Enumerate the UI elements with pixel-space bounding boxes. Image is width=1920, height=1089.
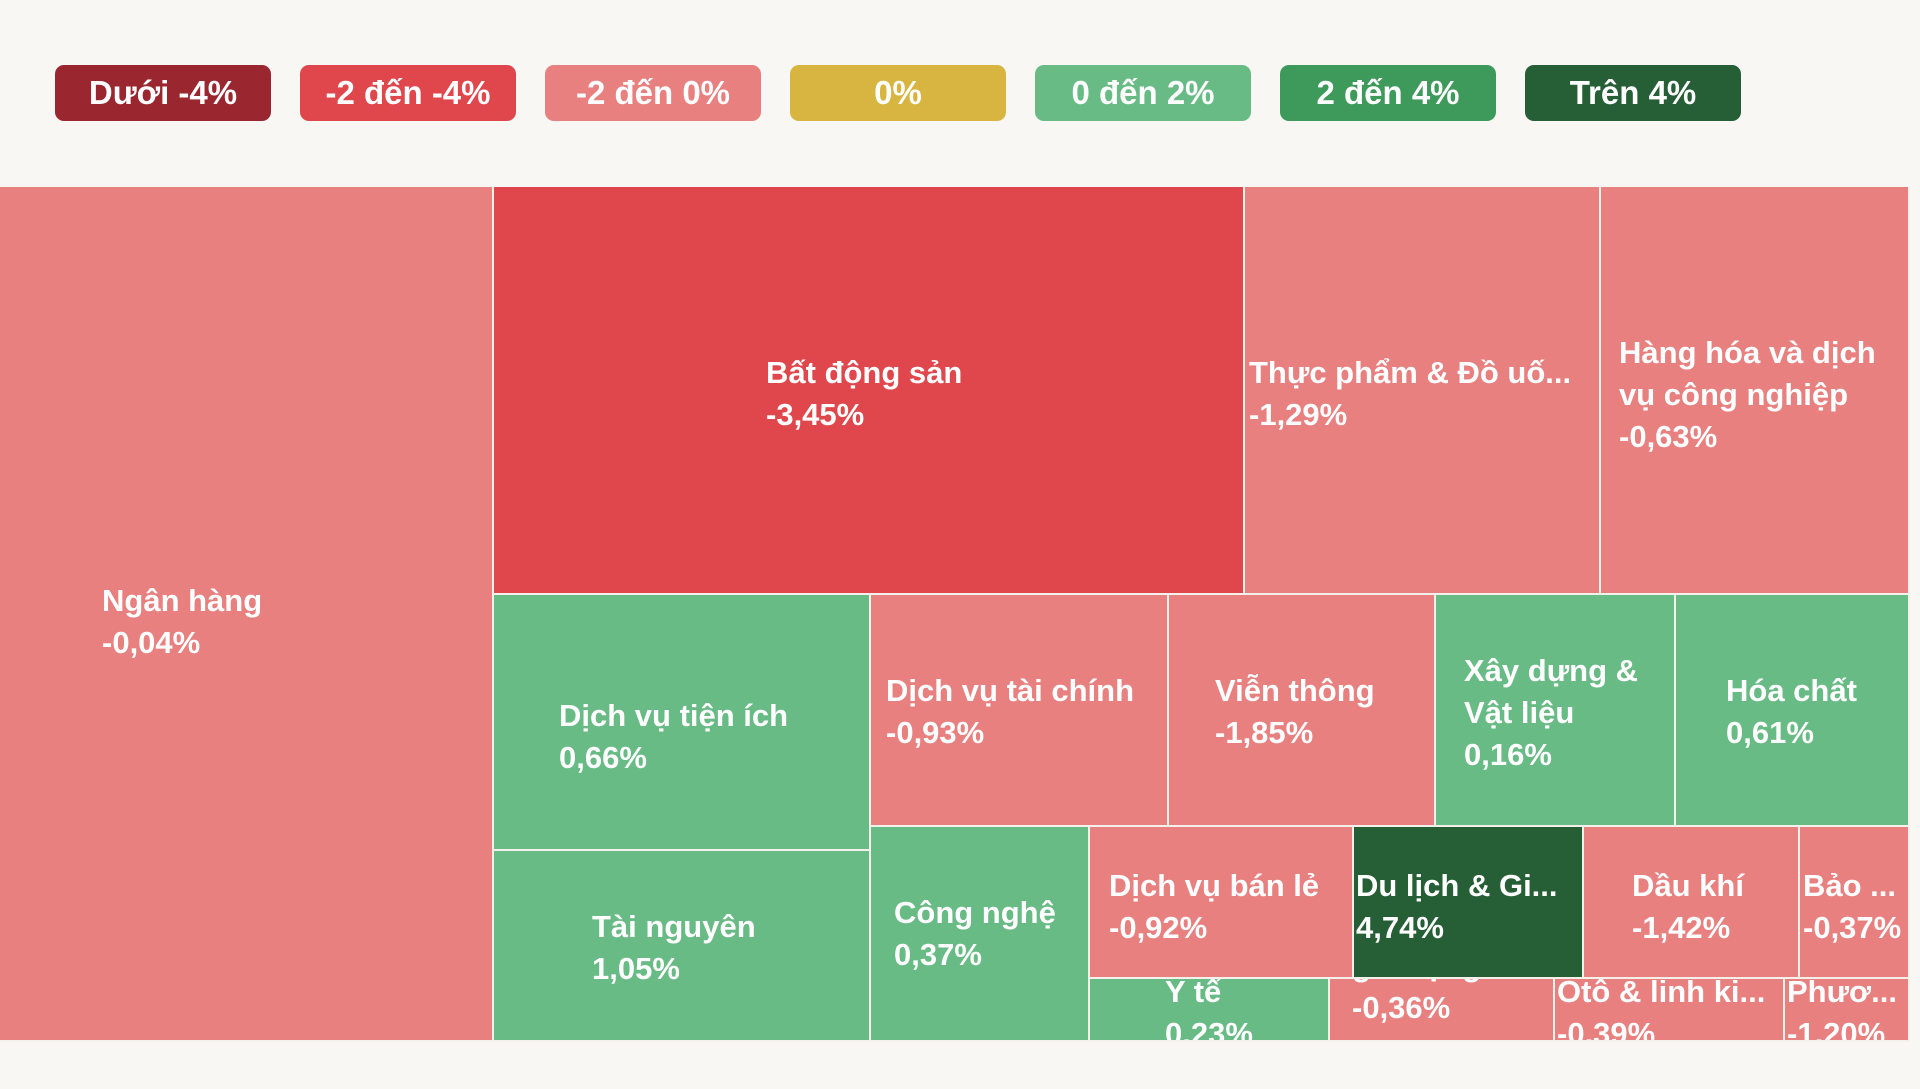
treemap-tile-label: Du lịch & Gi... 4,74% xyxy=(1356,865,1558,949)
treemap-tile[interactable]: Công nghệ 0,37% xyxy=(871,827,1090,1042)
legend-item[interactable]: 2 đến 4% xyxy=(1280,65,1496,121)
tile-name: Du lịch & Gi... xyxy=(1356,868,1558,903)
tile-value: -0,92% xyxy=(1109,910,1208,945)
treemap-tile-label: Viễn thông -1,85% xyxy=(1215,670,1375,754)
treemap-tile[interactable]: Tài nguyên 1,05% xyxy=(494,851,871,1042)
treemap-tile[interactable]: Dịch vụ tiện ích 0,66% xyxy=(494,595,871,851)
tile-value: 0,16% xyxy=(1464,737,1552,772)
treemap-tile-label: Dịch vụ tiện ích 0,66% xyxy=(559,695,788,779)
tile-value: 0,66% xyxy=(559,740,647,775)
legend-item[interactable]: -2 đến -4% xyxy=(300,65,516,121)
tile-value: -1,29% xyxy=(1249,397,1348,432)
tile-value: -0,39% xyxy=(1557,1016,1656,1042)
treemap-tile[interactable]: Hàng hóa và dịch vụ công nghiệp -0,63% xyxy=(1601,187,1910,595)
treemap-tile[interactable]: Viễn thông -1,85% xyxy=(1169,595,1436,827)
treemap-tile-label: Công nghệ 0,37% xyxy=(894,892,1056,976)
treemap-tile[interactable]: Hóa chất 0,61% xyxy=(1676,595,1910,827)
treemap-tile-label: Y tế 0,23% xyxy=(1165,979,1253,1042)
treemap-tile[interactable]: Dịch vụ bán lẻ -0,92% xyxy=(1090,827,1354,979)
treemap-tile[interactable]: Du lịch & Gi... 4,74% xyxy=(1354,827,1584,979)
tile-name: Dịch vụ bán lẻ xyxy=(1109,868,1320,903)
treemap: Ngân hàng -0,04% Bất động sản -3,45% Thực ph… xyxy=(0,187,1910,1042)
tile-value: 0,23% xyxy=(1165,1016,1253,1042)
legend-item[interactable]: Trên 4% xyxy=(1525,65,1741,121)
treemap-tile-label: Ôtô & linh ki... -0,39% xyxy=(1557,979,1766,1042)
treemap-tile[interactable]: Bất động sản -3,45% xyxy=(494,187,1245,595)
tile-value: -1,42% xyxy=(1632,910,1731,945)
treemap-tile-label: Dịch vụ tài chính -0,93% xyxy=(886,670,1134,754)
tile-value: -0,36% xyxy=(1352,990,1451,1025)
tile-name: Ôtô & linh ki... xyxy=(1557,979,1766,1009)
treemap-tile[interactable]: Dịch vụ tài chính -0,93% xyxy=(871,595,1169,827)
tile-name: Hóa chất xyxy=(1726,673,1857,708)
treemap-tile-label: Xây dựng & Vật liệu 0,16% xyxy=(1464,650,1672,776)
treemap-tile[interactable]: Ôtô & linh ki... -0,39% xyxy=(1555,979,1785,1042)
treemap-tile-label: Dầu khí -1,42% xyxy=(1632,865,1744,949)
treemap-tile-label: Bảo ... -0,37% xyxy=(1803,865,1901,949)
tile-name: Tài nguyên xyxy=(592,909,756,944)
tile-name: Phươ... xyxy=(1787,979,1897,1009)
tile-value: 4,74% xyxy=(1356,910,1444,945)
treemap-tile[interactable]: Y tế 0,23% xyxy=(1090,979,1330,1042)
tile-value: -1,85% xyxy=(1215,715,1314,750)
tile-value: -1,20% xyxy=(1787,1016,1886,1042)
treemap-tile-label: Dịch vụ bán lẻ -0,92% xyxy=(1109,865,1319,949)
legend-item[interactable]: -2 đến 0% xyxy=(545,65,761,121)
tile-value: 1,05% xyxy=(592,951,680,986)
tile-value: 0,61% xyxy=(1726,715,1814,750)
tile-value: -0,93% xyxy=(886,715,985,750)
legend-item[interactable]: 0 đến 2% xyxy=(1035,65,1251,121)
tile-name: Công nghệ xyxy=(894,895,1056,930)
legend-item[interactable]: Dưới -4% xyxy=(55,65,271,121)
treemap-tile-label: Thực phẩm & Đồ uố... -1,29% xyxy=(1249,352,1571,436)
tile-name: Bảo ... xyxy=(1803,868,1897,903)
tile-name: Xây dựng & Vật liệu xyxy=(1464,653,1639,730)
tile-name: Y tế xyxy=(1165,979,1222,1009)
treemap-tile[interactable]: Xây dựng & Vật liệu 0,16% xyxy=(1436,595,1676,827)
treemap-tile[interactable]: Thực phẩm & Đồ uố... -1,29% xyxy=(1245,187,1601,595)
treemap-tile-label: Bất động sản -3,45% xyxy=(766,352,962,436)
treemap-tile-label: Tài nguyên 1,05% xyxy=(592,906,756,990)
tile-value: -0,37% xyxy=(1803,910,1902,945)
treemap-tile[interactable]: Phươ... -1,20% xyxy=(1785,979,1910,1042)
treemap-tile-label: Hàng hóa và dịch vụ công nghiệp -0,63% xyxy=(1619,332,1906,458)
tile-name: Thực phẩm & Đồ uố... xyxy=(1249,355,1572,390)
tile-name: Dịch vụ tài chính xyxy=(886,673,1135,708)
treemap-tile-label: Phươ... -1,20% xyxy=(1787,979,1897,1042)
legend: Dưới -4% -2 đến -4% -2 đến 0% 0% 0 đến 2% 2 đ… xyxy=(0,0,1920,150)
tile-name: Đồ dùng cá nhân và đồ gia dụng xyxy=(1352,979,1551,987)
legend-item[interactable]: 0% xyxy=(790,65,1006,121)
tile-name: Hàng hóa và dịch vụ công nghiệp xyxy=(1619,335,1876,412)
treemap-tile[interactable]: Ngân hàng -0,04% xyxy=(0,187,494,1042)
tile-value: -3,45% xyxy=(766,397,865,432)
tile-value: 0,37% xyxy=(894,937,982,972)
tile-name: Dầu khí xyxy=(1632,868,1744,903)
tile-name: Dịch vụ tiện ích xyxy=(559,698,789,733)
tile-name: Viễn thông xyxy=(1215,673,1375,708)
treemap-tile[interactable]: Đồ dùng cá nhân và đồ gia dụng -0,36% xyxy=(1330,979,1555,1042)
tile-name: Bất động sản xyxy=(766,355,963,390)
treemap-tile[interactable]: Bảo ... -0,37% xyxy=(1800,827,1910,979)
tile-value: -0,04% xyxy=(102,625,201,660)
tile-name: Ngân hàng xyxy=(102,583,263,618)
treemap-tile[interactable]: Dầu khí -1,42% xyxy=(1584,827,1800,979)
tile-value: -0,63% xyxy=(1619,419,1718,454)
treemap-tile-label: Ngân hàng -0,04% xyxy=(102,580,262,664)
treemap-tile-label: Hóa chất 0,61% xyxy=(1726,670,1857,754)
treemap-tile-label: Đồ dùng cá nhân và đồ gia dụng -0,36% xyxy=(1352,979,1551,1029)
